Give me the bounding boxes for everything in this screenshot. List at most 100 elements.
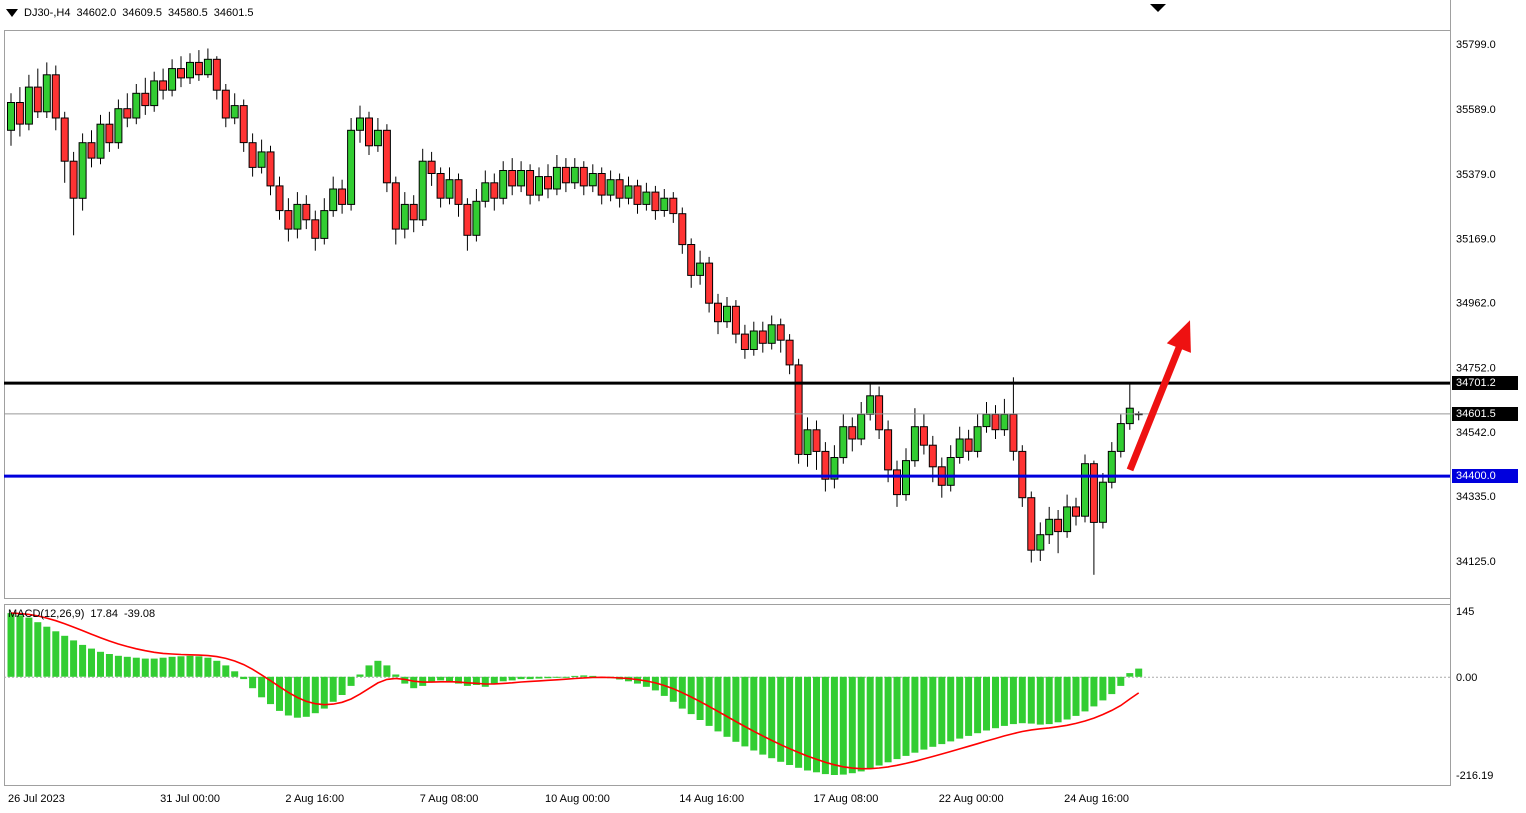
candle-body <box>382 129 391 184</box>
candle-body <box>400 203 409 230</box>
macd-bar <box>88 648 95 677</box>
symbol-dropdown-icon[interactable] <box>6 9 18 17</box>
macd-bar <box>240 676 248 680</box>
candle-body <box>696 262 705 276</box>
macd-bar <box>347 676 355 686</box>
macd-bar <box>168 656 176 677</box>
macd-bar <box>1018 676 1026 724</box>
ohlc-open-value: 34602.0 <box>76 7 117 19</box>
trend-arrow-shaft[interactable] <box>1126 342 1184 472</box>
candle-body <box>275 185 284 212</box>
macd-bar <box>1027 676 1035 724</box>
macd-bar <box>284 676 292 716</box>
time-tick-label: 22 Aug 00:00 <box>939 793 1004 805</box>
candle-body <box>194 61 203 76</box>
candle-body <box>964 438 973 452</box>
macd-bar <box>186 655 194 677</box>
macd-bar <box>1072 676 1080 716</box>
macd-bar <box>813 676 820 773</box>
candle-body <box>472 200 481 236</box>
macd-bar <box>732 676 740 742</box>
candle-body <box>356 117 364 131</box>
time-tick-label: 10 Aug 00:00 <box>545 793 610 805</box>
macd-bar <box>1081 676 1089 712</box>
macd-bar <box>1063 676 1071 720</box>
price-axis[interactable]: 35799.0 35589.0 35379.0 35169.0 34962.0 34752… <box>1456 39 1496 782</box>
macd-indicator-label[interactable]: MACD(12,26,9) 17.84 -39.08 <box>8 608 155 620</box>
candle-body <box>1116 423 1125 452</box>
macd-bar <box>526 676 534 680</box>
candle-body <box>436 173 445 199</box>
macd-tick-label: 0.00 <box>1456 672 1477 684</box>
candle-body <box>1063 506 1072 533</box>
time-tick-label: 2 Aug 16:00 <box>285 793 344 805</box>
candle-body <box>123 108 132 119</box>
candle-body <box>1081 463 1089 517</box>
candle-body <box>723 305 731 323</box>
macd-bar <box>52 631 60 677</box>
candle-body <box>544 176 552 190</box>
macd-bar <box>687 676 695 715</box>
macd-bar <box>786 676 794 765</box>
macd-bar <box>714 676 722 732</box>
candle-body <box>991 413 1000 431</box>
candle-body <box>105 123 114 144</box>
candle-body <box>848 426 857 440</box>
candle-body <box>910 426 919 462</box>
candle-body <box>776 324 785 341</box>
candle-body <box>633 185 642 205</box>
time-tick-label: 14 Aug 16:00 <box>679 793 744 805</box>
price-tick-label: 34125.0 <box>1456 556 1496 568</box>
macd-bar <box>508 676 516 681</box>
macd-histogram <box>7 613 1143 775</box>
candle-body <box>597 173 606 196</box>
macd-bar <box>750 676 758 751</box>
time-axis[interactable]: 26 Jul 2023 31 Jul 00:00 2 Aug 16:00 7 Aug … <box>8 793 1129 805</box>
chart-shift-marker-icon[interactable] <box>1150 4 1166 12</box>
macd-bar <box>356 674 364 677</box>
macd-bar <box>821 676 829 775</box>
candle-body <box>78 142 87 199</box>
candle-body <box>1027 497 1036 551</box>
candle-body <box>87 142 96 159</box>
macd-bar <box>804 676 811 771</box>
ohlc-close-value: 34601.5 <box>213 7 254 19</box>
macd-bar <box>741 676 749 747</box>
macd-bar <box>437 676 445 681</box>
trend-arrow-head[interactable] <box>1166 320 1191 353</box>
candle-body <box>51 74 60 119</box>
candle-body <box>338 188 347 205</box>
candle-body <box>463 203 472 236</box>
macd-bar <box>992 676 999 729</box>
candle-body <box>830 457 839 480</box>
macd-bar <box>302 676 310 717</box>
macd-bar <box>195 656 203 677</box>
macd-bar <box>1135 668 1143 677</box>
candle-body <box>42 74 51 113</box>
candle-body <box>320 210 329 239</box>
candle-body <box>1036 534 1045 551</box>
candle-body <box>794 364 803 455</box>
candle-body <box>731 305 740 335</box>
candle-body <box>552 166 561 190</box>
macd-bar <box>34 622 42 677</box>
chart-header: DJ30-,H4 34602.0 34609.5 34580.5 34601.5 <box>6 7 254 19</box>
candle-body <box>1018 450 1027 499</box>
macd-bar <box>929 676 937 747</box>
macd-bar <box>446 676 453 682</box>
candle-body <box>132 92 141 119</box>
macd-bar <box>365 665 373 677</box>
macd-bar <box>947 676 955 742</box>
candle-body <box>1089 463 1098 523</box>
macd-bar <box>320 676 328 709</box>
ohlc-low-value: 34580.5 <box>168 7 208 19</box>
macd-bar <box>705 676 713 726</box>
candle-body <box>409 203 418 221</box>
candle-body <box>785 339 794 366</box>
macd-bar <box>517 676 525 680</box>
price-tick-label: 34542.0 <box>1456 427 1496 439</box>
macd-bar <box>911 676 919 753</box>
macd-bar <box>231 671 239 677</box>
candle-body <box>248 142 257 168</box>
